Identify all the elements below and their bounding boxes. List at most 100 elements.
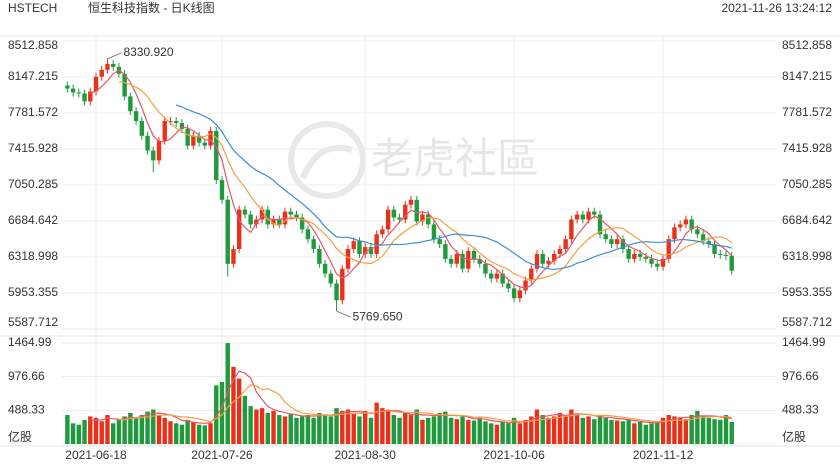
candle-body [242, 209, 248, 215]
volume-bar [282, 416, 288, 444]
candle-body [494, 273, 500, 279]
candle-body [471, 250, 477, 259]
volume-bar [179, 424, 185, 444]
candle-body [700, 234, 706, 242]
volume-bar [483, 421, 488, 444]
volume-bar [214, 385, 219, 444]
volume-bar [408, 415, 414, 444]
volume-bar [305, 415, 311, 444]
y-tick-label-right: 8512.858 [782, 38, 832, 52]
volume-bar [196, 424, 202, 444]
candle-body [443, 244, 448, 259]
volume-bar [603, 417, 608, 444]
symbol: HSTECH [8, 1, 57, 15]
ma-line [176, 104, 732, 270]
volume-bar [151, 409, 156, 444]
volume-bar [82, 419, 87, 444]
volume-bar [557, 412, 563, 444]
candle-body [76, 92, 82, 94]
volume-bar [546, 417, 551, 444]
volume-bar [695, 410, 700, 444]
candle-body [483, 263, 488, 274]
volume-bar [689, 415, 694, 444]
volume-bar [156, 415, 162, 444]
candle-body [110, 63, 116, 67]
volume-tick-label: 亿股 [8, 429, 32, 444]
volume-bar [294, 417, 299, 444]
chart-title: 恒生科技指数 - 日K线图 [88, 0, 215, 15]
volume-bar [592, 419, 597, 444]
candle-body [391, 209, 397, 218]
candle-body [689, 219, 694, 230]
candle-body [626, 249, 631, 259]
volume-bar [322, 414, 328, 444]
ma-line [90, 370, 732, 424]
y-tick-label: 5953.355 [8, 285, 58, 299]
candle-body [139, 121, 145, 136]
volume-bar [586, 416, 591, 444]
candle-body [425, 214, 431, 225]
candle-body [288, 211, 293, 215]
volume-bar [277, 415, 282, 444]
candle-body [219, 180, 225, 200]
volume-tick-label: 488.33 [8, 403, 45, 417]
candle-body [712, 244, 717, 254]
candle-body [317, 249, 322, 264]
volume-bar [242, 395, 248, 444]
watermark: 老虎社區 [371, 135, 539, 182]
volume-bar [614, 420, 620, 444]
candle-body [334, 283, 339, 301]
volume-bar [454, 419, 460, 444]
candle-body [551, 253, 557, 261]
y-tick-label: 7781.572 [8, 105, 58, 119]
candle-body [488, 273, 494, 279]
volume-bar [500, 421, 505, 444]
volume-bar [551, 416, 557, 444]
candle-body [643, 256, 649, 259]
volume-bar [385, 410, 391, 444]
x-tick-label: 2021-11-12 [633, 448, 694, 462]
volume-bar [288, 414, 293, 444]
candle-body [202, 142, 208, 146]
volume-bar [632, 423, 637, 444]
volume-bar [637, 421, 643, 444]
candle-body [420, 214, 425, 222]
volume-bar [185, 419, 190, 444]
candle-body [168, 121, 173, 123]
candle-body [105, 63, 110, 70]
volume-tick-label-right: 488.33 [782, 403, 819, 417]
y-tick-label: 8512.858 [8, 38, 58, 52]
candle-body [408, 199, 414, 205]
candle-body [248, 214, 253, 225]
volume-bar [173, 423, 179, 444]
candle-body [397, 217, 402, 220]
candle-body [93, 76, 99, 92]
volume-bar [660, 417, 666, 444]
candle-body [660, 258, 666, 267]
volume-bar [259, 408, 265, 444]
candle-body [236, 209, 242, 250]
volume-bar [431, 416, 437, 444]
candle-body [322, 263, 328, 274]
volume-bar [162, 417, 167, 444]
volume-bar [397, 417, 402, 444]
candle-body [328, 273, 334, 284]
candle-body [99, 69, 104, 77]
candle-body [431, 224, 437, 240]
y-tick-label-right: 5587.712 [782, 315, 832, 329]
candle-body [723, 254, 729, 256]
volume-bar [70, 423, 76, 444]
candle-body [534, 253, 540, 269]
candle-body [586, 211, 591, 220]
volume-bar [569, 409, 574, 444]
volume-bar [334, 408, 339, 444]
volume-bar [655, 421, 660, 444]
volume-bar [191, 421, 196, 444]
y-tick-label: 5587.712 [8, 315, 58, 329]
volume-bar [718, 419, 723, 444]
candle-body [362, 247, 368, 254]
volume-bar [488, 423, 494, 444]
volume-bar [620, 421, 626, 444]
candle-body [345, 249, 351, 269]
